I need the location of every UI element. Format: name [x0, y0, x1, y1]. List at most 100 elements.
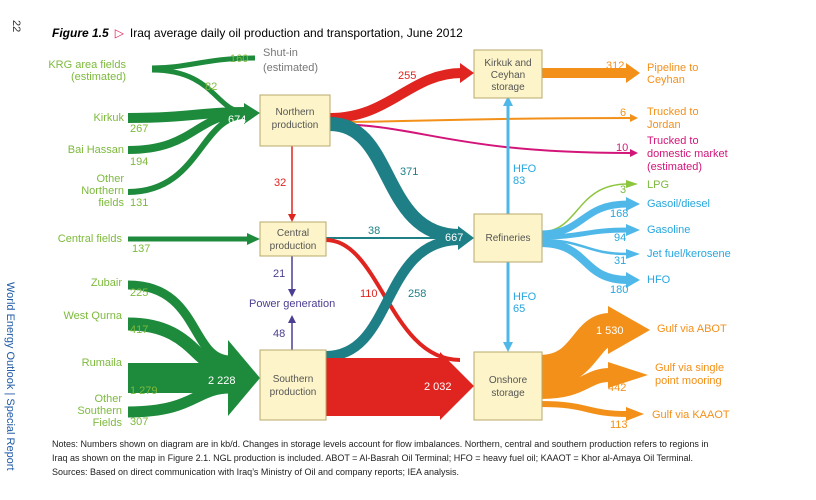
arrow-into-refineries: [458, 226, 474, 250]
flow-abot: [538, 313, 613, 389]
flow-bai-hassan: [127, 110, 246, 154]
flow-zubair: [127, 280, 231, 365]
dest-gasoline: Gasoline: [647, 224, 690, 236]
source-west-qurna-label: West Qurna: [64, 310, 123, 322]
node-onshore-label-2: storage: [491, 388, 525, 399]
shutin-label-1: Shut-in: [263, 47, 298, 59]
node-northern-production: [259, 94, 331, 147]
source-krg-label: KRG area fields: [48, 59, 126, 71]
source-other-southern-2: Southern: [77, 405, 122, 417]
dest-kaaot: Gulf via KAAOT: [652, 409, 730, 421]
arrow-hfo-down: [503, 342, 513, 352]
flow-spm: [539, 368, 611, 399]
flow-south-to-refineries: [325, 235, 461, 361]
node-kirkuk-ceyhan-storage: [473, 49, 543, 99]
node-southern-label-2: production: [270, 387, 317, 398]
value-central: 137: [132, 243, 150, 255]
value-bai-hassan: 194: [130, 156, 148, 168]
flow-south-to-onshore: [326, 352, 474, 420]
flow-hfo-out: [539, 239, 629, 284]
value-south-to-power: 48: [273, 328, 285, 340]
dest-pipeline-2: Ceyhan: [647, 74, 685, 86]
dest-domestic-2: domestic market: [647, 148, 728, 160]
arrow-pipeline: [626, 63, 640, 83]
hfo-up-value: 83: [513, 175, 525, 187]
value-central-to-power: 21: [273, 268, 285, 280]
flow-other-southern: [127, 382, 231, 418]
power-generation-label: Power generation: [249, 298, 335, 310]
notes-line-1: Notes: Numbers shown on diagram are in k…: [52, 439, 709, 449]
arrow-to-power-down: [288, 289, 296, 297]
arrow-jet: [626, 249, 640, 259]
source-zubair-label: Zubair: [91, 277, 123, 289]
arrow-spm: [608, 362, 648, 388]
hfo-down-label: HFO: [513, 291, 537, 303]
figure-notes: Notes: Numbers shown on diagram are in k…: [52, 437, 708, 479]
arrow-to-jordan: [630, 114, 638, 122]
arrow-to-central: [288, 214, 296, 222]
arrow-hfo-out: [626, 272, 640, 288]
value-domestic: 10: [616, 142, 628, 154]
arrow-to-domestic: [630, 149, 638, 157]
value-central-to-refineries: 38: [368, 225, 380, 237]
node-refineries: [473, 213, 543, 263]
source-krg-estimated: (estimated): [71, 71, 126, 83]
node-onshore-label-1: Onshore: [489, 375, 528, 386]
dest-jordan-1: Trucked to: [647, 106, 699, 118]
arrow-gasoline: [626, 224, 640, 236]
value-other-southern: 307: [130, 416, 148, 428]
figure-label: Figure 1.5: [52, 26, 109, 40]
value-zubair: 225: [130, 287, 148, 299]
value-shutin: 160: [230, 53, 248, 65]
figure-title: Iraq average daily oil production and tr…: [129, 26, 463, 40]
value-abot: 1 530: [596, 325, 624, 337]
node-northern-label-2: production: [272, 120, 319, 131]
node-kirkuk-label-2: Ceyhan: [491, 70, 525, 81]
notes-sources: Sources: Based on direct communication w…: [52, 467, 460, 477]
value-lpg: 3: [620, 184, 626, 196]
value-pipeline: 312: [606, 60, 624, 72]
value-to-kirkuk-storage: 255: [398, 70, 416, 82]
value-kaaot: 113: [610, 419, 628, 431]
node-central-label-2: production: [270, 241, 317, 252]
flow-other-northern: [127, 113, 246, 195]
dest-domestic-3: (estimated): [647, 161, 702, 173]
source-other-northern-1: Other: [96, 173, 124, 185]
source-rumaila-label: Rumaila: [82, 357, 123, 369]
flow-to-kirkuk-storage: [329, 68, 463, 123]
value-other-northern: 131: [130, 197, 148, 209]
dest-hfo: HFO: [647, 274, 671, 286]
value-krg: 82: [205, 81, 217, 93]
dest-gasoil: Gasoil/diesel: [647, 198, 710, 210]
arrow-to-kirkuk-storage: [460, 63, 474, 83]
source-other-northern-3: fields: [98, 197, 124, 209]
flow-gasoil: [539, 200, 629, 238]
dest-spm-1: Gulf via single: [655, 362, 724, 374]
flow-north-to-refineries: [329, 117, 461, 243]
source-central-label: Central fields: [58, 233, 123, 245]
arrow-gasoil: [626, 197, 640, 211]
value-kirkuk: 267: [130, 123, 148, 135]
value-south-to-onshore: 2 032: [424, 381, 452, 393]
arrow-into-southern: [228, 340, 260, 416]
dest-abot: Gulf via ABOT: [657, 323, 727, 335]
node-central-label-1: Central: [277, 228, 309, 239]
arrow-to-power-up: [288, 315, 296, 323]
hfo-up-label: HFO: [513, 163, 537, 175]
node-southern-label-1: Southern: [273, 374, 314, 385]
source-bai-hassan-label: Bai Hassan: [68, 144, 124, 156]
value-north-to-refineries: 371: [400, 166, 418, 178]
node-kirkuk-label-1: Kirkuk and: [484, 58, 531, 69]
dest-jordan-2: Jordan: [647, 119, 681, 131]
value-south-to-refineries: 258: [408, 288, 426, 300]
node-refineries-label: Refineries: [485, 233, 530, 244]
value-gasoil: 168: [610, 208, 628, 220]
arrow-hfo-up: [503, 96, 513, 106]
node-central-production: [259, 221, 327, 257]
value-north-to-central: 32: [274, 177, 286, 189]
source-other-southern-1: Other: [94, 393, 122, 405]
dest-spm-2: point mooring: [655, 375, 722, 387]
arrow-kaaot: [626, 407, 644, 421]
node-northern-label-1: Northern: [276, 107, 315, 118]
